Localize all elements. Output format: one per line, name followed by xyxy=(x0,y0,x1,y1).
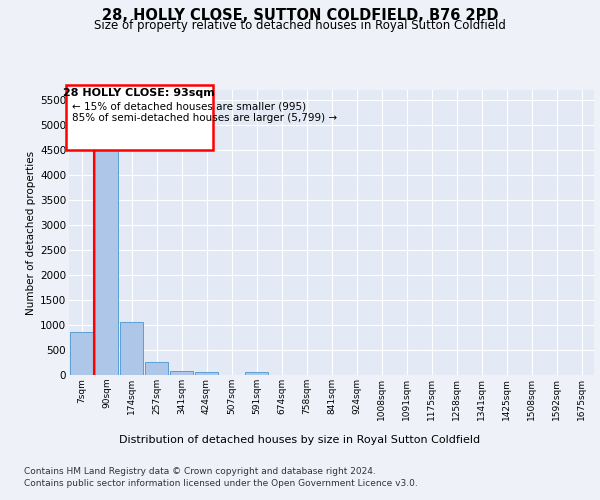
Bar xyxy=(245,372,268,375)
Text: ← 15% of detached houses are smaller (995): ← 15% of detached houses are smaller (99… xyxy=(72,101,306,111)
Text: Contains HM Land Registry data © Crown copyright and database right 2024.: Contains HM Land Registry data © Crown c… xyxy=(24,468,376,476)
Text: 85% of semi-detached houses are larger (5,799) →: 85% of semi-detached houses are larger (… xyxy=(72,112,337,122)
Text: 28, HOLLY CLOSE, SUTTON COLDFIELD, B76 2PD: 28, HOLLY CLOSE, SUTTON COLDFIELD, B76 2… xyxy=(102,8,498,22)
Bar xyxy=(95,101,118,375)
Text: Size of property relative to detached houses in Royal Sutton Coldfield: Size of property relative to detached ho… xyxy=(94,18,506,32)
Bar xyxy=(145,362,168,375)
Bar xyxy=(120,322,143,375)
Text: Contains public sector information licensed under the Open Government Licence v3: Contains public sector information licen… xyxy=(24,479,418,488)
Bar xyxy=(170,371,193,375)
Bar xyxy=(195,372,218,375)
Text: Distribution of detached houses by size in Royal Sutton Coldfield: Distribution of detached houses by size … xyxy=(119,435,481,445)
Bar xyxy=(70,332,93,375)
Text: 28 HOLLY CLOSE: 93sqm: 28 HOLLY CLOSE: 93sqm xyxy=(64,88,215,98)
Y-axis label: Number of detached properties: Number of detached properties xyxy=(26,150,36,314)
